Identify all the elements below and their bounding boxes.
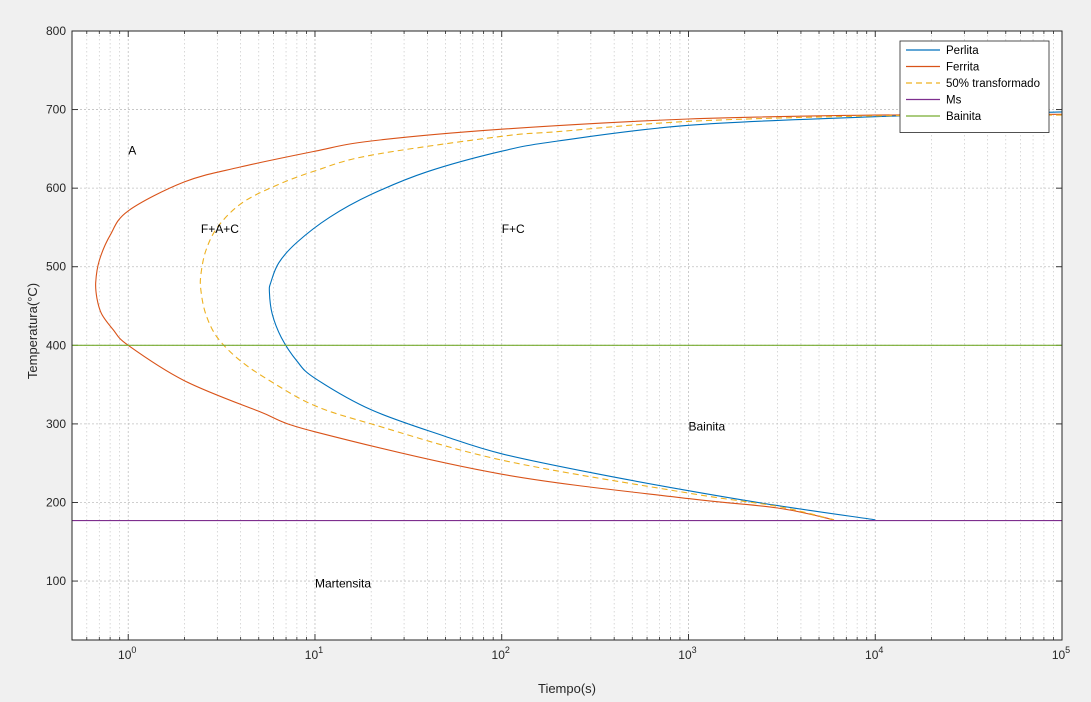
axes-background (72, 31, 1062, 640)
annotation-label: F+C (502, 222, 525, 236)
annotation-label: Bainita (688, 419, 725, 433)
x-tick-labels: 100 101 102 103 104 105 (118, 645, 1070, 662)
y-tick-labels: 100 200 300 400 500 600 700 800 (46, 24, 66, 588)
x-tick-base: 10 (678, 648, 692, 662)
x-tick-label: 100 (118, 645, 136, 662)
legend-box (899, 40, 1050, 133)
y-axis-label: Temperatura(°C) (25, 283, 40, 379)
x-tick-base: 10 (118, 648, 132, 662)
y-tick-label: 200 (46, 495, 66, 509)
x-tick-exponent: 4 (878, 645, 883, 655)
y-tick-label: 300 (46, 417, 66, 431)
series-line-perlita (268, 111, 1062, 521)
annotation-label: Martensita (315, 576, 371, 590)
legend-label-perlita: Perlita (946, 45, 979, 57)
x-tick-exponent: 0 (131, 645, 136, 655)
legend-label-bainita: Bainita (946, 111, 982, 123)
annotation-label: F+A+C (201, 222, 239, 236)
x-tick-base: 10 (492, 648, 506, 662)
legend-label-ferrita: Ferrita (946, 62, 980, 74)
plot-curves (72, 111, 1062, 522)
x-tick-exponent: 3 (692, 645, 697, 655)
y-tick-label: 500 (46, 260, 66, 274)
x-axis-label: Tiempo(s) (538, 681, 596, 696)
x-tick-label: 101 (305, 645, 323, 662)
x-tick-base: 10 (865, 648, 879, 662)
region-annotations: A F+A+C F+C Bainita Martensita (128, 143, 725, 590)
x-tick-exponent: 5 (1065, 645, 1070, 655)
legend-label-50-transformado: 50% transformado (946, 78, 1040, 90)
y-tick-label: 600 (46, 181, 66, 195)
y-tick-label: 700 (46, 103, 66, 117)
x-tick-label: 105 (1052, 645, 1070, 662)
x-tick-exponent: 2 (505, 645, 510, 655)
y-tick-label: 800 (46, 24, 66, 38)
legend-label-ms: Ms (946, 95, 962, 107)
x-tick-label: 103 (678, 645, 696, 662)
y-tick-label: 100 (46, 574, 66, 588)
axes-frame (71, 30, 1063, 641)
x-tick-base: 10 (305, 648, 319, 662)
x-tick-base: 10 (1052, 648, 1066, 662)
x-tick-label: 104 (865, 645, 883, 662)
series-line-ferrita (95, 113, 1062, 521)
x-tick-label: 102 (492, 645, 510, 662)
x-tick-exponent: 1 (318, 645, 323, 655)
annotation-label: A (128, 143, 136, 157)
y-tick-label: 400 (46, 338, 66, 352)
legend: Perlita Ferrita 50% transformado Ms Bainita (899, 40, 1050, 133)
